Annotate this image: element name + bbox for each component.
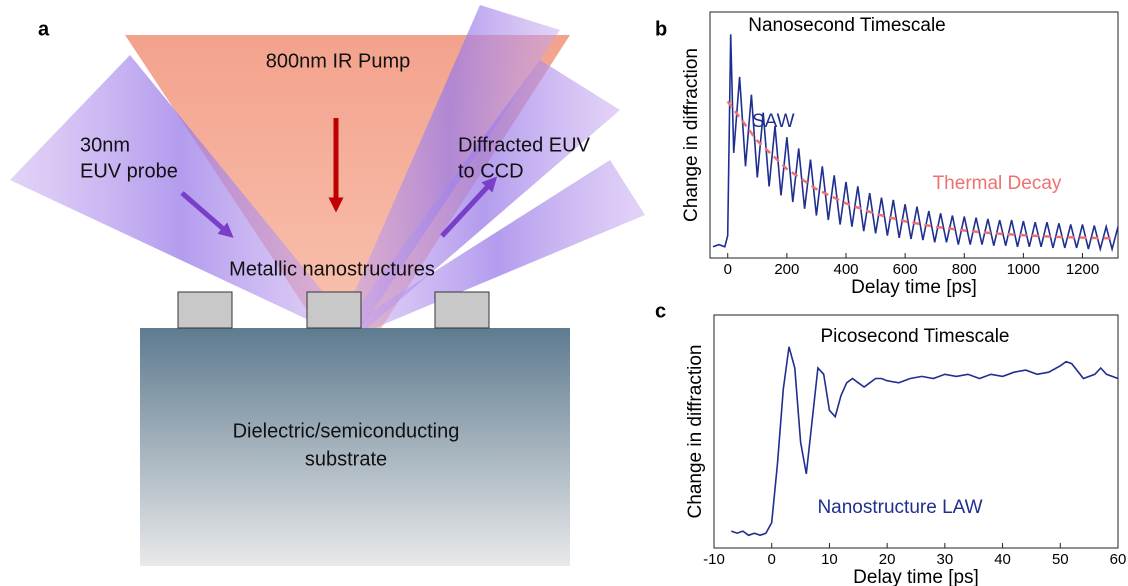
y-axis-label: Change in diffraction (685, 345, 706, 519)
x-tick-label: 600 (893, 261, 918, 278)
diffracted-label: Diffracted EUV (458, 134, 591, 156)
annotation: Picosecond Timescale (820, 326, 1009, 347)
figure: a 800nm IR Pump 30nm EUV probe Diffracte… (0, 0, 1128, 586)
panel-label: b (655, 18, 667, 40)
x-tick-label: 800 (952, 261, 977, 278)
y-axis-label: Change in diffraction (681, 48, 702, 222)
x-tick-label: -10 (703, 551, 725, 568)
diagram: a 800nm IR Pump 30nm EUV probe Diffracte… (10, 5, 645, 566)
diffracted-label: to CCD (458, 160, 524, 182)
x-tick-label: 1200 (1066, 261, 1099, 278)
x-axis-label: Delay time [ps] (853, 567, 979, 586)
annotation: Nanosecond Timescale (748, 15, 946, 36)
x-tick-label: 20 (879, 551, 896, 568)
annotation: Thermal Decay (933, 173, 1062, 194)
x-axis-label: Delay time [ps] (851, 277, 977, 298)
nanostructure (307, 292, 361, 328)
probe-label: EUV probe (80, 160, 178, 182)
x-tick-label: 1000 (1007, 261, 1040, 278)
substrate (140, 328, 570, 566)
nanostructure (435, 292, 489, 328)
x-tick-label: 0 (768, 551, 776, 568)
x-tick-label: 40 (994, 551, 1011, 568)
x-tick-label: 400 (833, 261, 858, 278)
substrate-label: substrate (305, 448, 387, 470)
panel-label: a (38, 18, 50, 40)
nanostructure (178, 292, 232, 328)
x-tick-label: 60 (1110, 551, 1127, 568)
pump-label: 800nm IR Pump (266, 50, 411, 72)
substrate-label: Dielectric/semiconducting (233, 420, 460, 442)
nanostructure-label: Metallic nanostructures (229, 258, 435, 280)
x-tick-label: 200 (774, 261, 799, 278)
probe-label: 30nm (80, 134, 130, 156)
panel-label: c (655, 300, 666, 322)
data-line (713, 34, 1118, 249)
x-tick-label: 0 (724, 261, 732, 278)
x-tick-label: 30 (937, 551, 954, 568)
x-tick-label: 50 (1052, 551, 1069, 568)
x-tick-label: 10 (821, 551, 838, 568)
annotation: Nanostructure LAW (817, 497, 982, 518)
annotation: SAW (752, 111, 795, 132)
